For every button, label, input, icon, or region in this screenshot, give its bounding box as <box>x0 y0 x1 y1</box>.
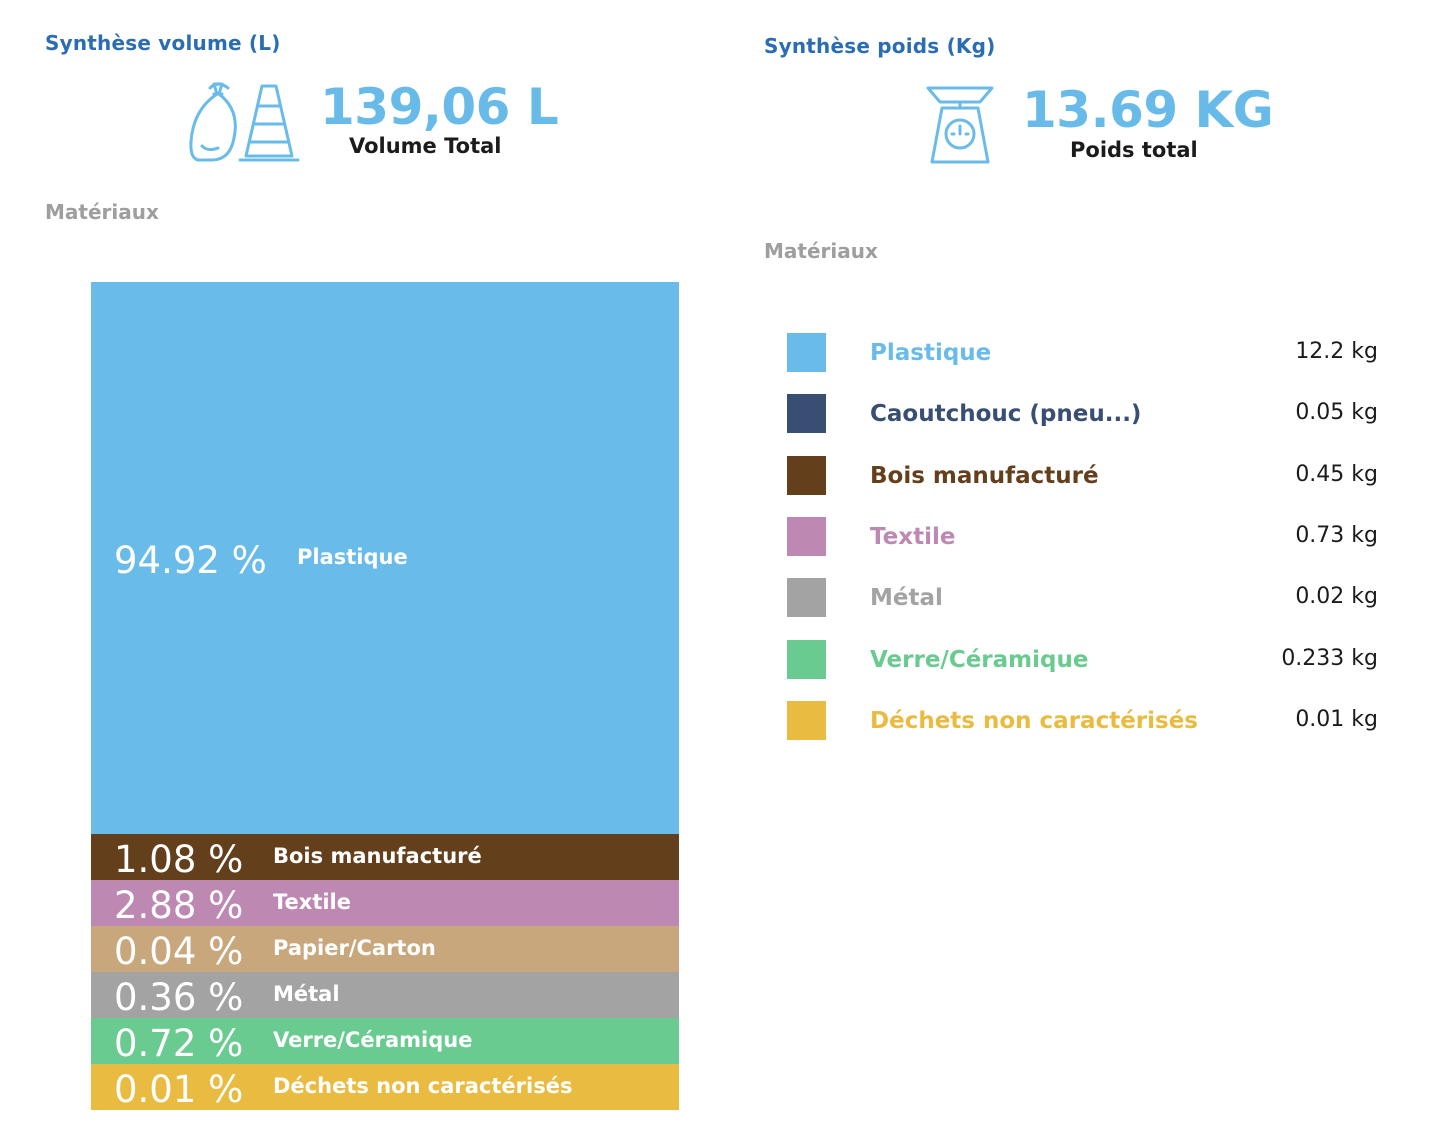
volume-section-title: Synthèse volume (L) <box>45 31 281 55</box>
legend-weight-value: 0.01 kg <box>1295 706 1378 732</box>
kitchen-scale-icon <box>924 84 996 166</box>
legend-material-name: Verre/Céramique <box>870 646 1089 673</box>
legend-row: Déchets non caractérisés 0.01 kg <box>787 700 1387 741</box>
weight-total-value: 13.69 KG <box>1022 81 1274 139</box>
stack-segment-percent: 0.01 % <box>114 1068 244 1110</box>
legend-material-name: Textile <box>870 523 956 550</box>
stack-segment-label: Métal <box>273 982 340 1006</box>
stack-segment-1: 1.08 % Bois manufacturé <box>91 834 679 880</box>
legend-weight-value: 0.73 kg <box>1295 522 1378 548</box>
legend-material-name: Plastique <box>870 340 992 366</box>
stack-segment-0: 94.92 % Plastique <box>91 282 679 834</box>
stack-segment-4: 0.36 % Métal <box>91 972 679 1018</box>
legend-swatch <box>787 639 826 679</box>
legend-row: Textile 0.73 kg <box>787 516 1387 557</box>
stack-segment-label: Textile <box>273 890 352 914</box>
legend-swatch <box>787 455 826 495</box>
stack-segment-label: Bois manufacturé <box>273 844 482 868</box>
trash-bag-cone-icon <box>188 80 302 164</box>
legend-row: Plastique 12.2 kg <box>787 333 1387 373</box>
stack-segment-percent: 0.72 % <box>114 1022 244 1064</box>
legend-swatch <box>787 333 826 372</box>
legend-weight-value: 0.233 kg <box>1281 645 1378 671</box>
legend-material-name: Caoutchouc (pneu...) <box>870 401 1142 428</box>
stack-segment-percent: 94.92 % <box>114 539 267 582</box>
stack-segment-6: 0.01 % Déchets non caractérisés <box>91 1064 679 1110</box>
legend-material-name: Déchets non caractérisés <box>870 707 1198 734</box>
legend-swatch <box>787 700 826 740</box>
legend-swatch <box>787 394 826 434</box>
legend-swatch <box>787 516 826 556</box>
legend-material-name: Métal <box>870 585 943 612</box>
stack-segment-2: 2.88 % Textile <box>91 880 679 926</box>
volume-materials-subtitle: Matériaux <box>45 200 159 224</box>
stack-segment-percent: 0.36 % <box>114 976 244 1018</box>
stack-segment-percent: 1.08 % <box>114 838 244 880</box>
stack-segment-3: 0.04 % Papier/Carton <box>91 926 679 972</box>
stack-segment-label: Papier/Carton <box>273 936 436 960</box>
volume-total-label: Volume Total <box>349 134 502 158</box>
legend-material-name: Bois manufacturé <box>870 462 1099 489</box>
legend-row: Caoutchouc (pneu...) 0.05 kg <box>787 394 1387 434</box>
weight-materials-subtitle: Matériaux <box>764 239 878 263</box>
legend-weight-value: 0.02 kg <box>1295 584 1378 610</box>
stack-segment-percent: 0.04 % <box>114 930 244 972</box>
legend-weight-value: 0.05 kg <box>1295 400 1378 426</box>
legend-row: Bois manufacturé 0.45 kg <box>787 455 1387 496</box>
weight-total-label: Poids total <box>1070 138 1198 162</box>
stack-segment-label: Plastique <box>297 545 408 569</box>
legend-row: Métal 0.02 kg <box>787 578 1387 618</box>
stack-segment-label: Verre/Céramique <box>273 1028 473 1052</box>
legend-swatch <box>787 578 826 618</box>
legend-row: Verre/Céramique 0.233 kg <box>787 639 1387 680</box>
stack-segment-percent: 2.88 % <box>114 884 244 926</box>
stack-segment-label: Déchets non caractérisés <box>273 1074 573 1098</box>
stack-segment-5: 0.72 % Verre/Céramique <box>91 1018 679 1064</box>
legend-weight-value: 12.2 kg <box>1295 339 1378 364</box>
weight-section-title: Synthèse poids (Kg) <box>764 34 996 58</box>
legend-weight-value: 0.45 kg <box>1295 461 1378 487</box>
volume-stacked-chart: 94.92 % Plastique 1.08 % Bois manufacturé 2.… <box>91 282 679 1110</box>
volume-total-value: 139,06 L <box>320 78 559 136</box>
